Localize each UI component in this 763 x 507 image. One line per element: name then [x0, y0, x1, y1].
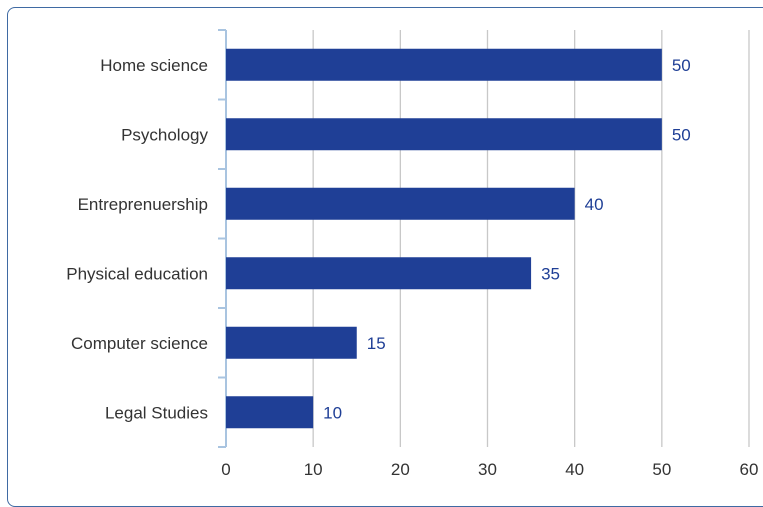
category-label: Legal Studies: [105, 403, 208, 422]
category-axis: [218, 29, 227, 448]
bar-home-science: [226, 48, 662, 81]
data-label: 50: [672, 56, 691, 75]
x-tick-label: 0: [221, 460, 230, 479]
data-label: 40: [585, 195, 604, 214]
data-label: 50: [672, 125, 691, 144]
x-tick-label: 10: [304, 460, 323, 479]
data-label: 10: [323, 403, 342, 422]
x-tick-label: 40: [565, 460, 584, 479]
category-label: Computer science: [71, 334, 208, 353]
labels: 0 10 20 30 40 50 60 Home science 50 Psychology 50 E…: [66, 56, 758, 479]
bar-computer-science: [226, 326, 357, 359]
x-tick-label: 60: [740, 460, 759, 479]
category-label: Physical education: [66, 264, 208, 283]
x-tick-label: 30: [478, 460, 497, 479]
data-label: 15: [367, 334, 386, 353]
horizontal-bar-chart: 0 10 20 30 40 50 60 Home science 50 Psychology 50 E…: [66, 29, 758, 479]
data-label: 35: [541, 264, 560, 283]
category-label: Entreprenuership: [78, 195, 208, 214]
bars: [226, 48, 662, 429]
category-label: Psychology: [121, 125, 208, 144]
x-tick-label: 20: [391, 460, 410, 479]
category-label: Home science: [100, 56, 208, 75]
bar-entreprenuership: [226, 187, 575, 220]
bar-legal-studies: [226, 396, 314, 429]
bar-psychology: [226, 118, 662, 151]
x-tick-label: 50: [652, 460, 671, 479]
bar-physical-education: [226, 257, 532, 290]
gridlines: [312, 30, 750, 447]
